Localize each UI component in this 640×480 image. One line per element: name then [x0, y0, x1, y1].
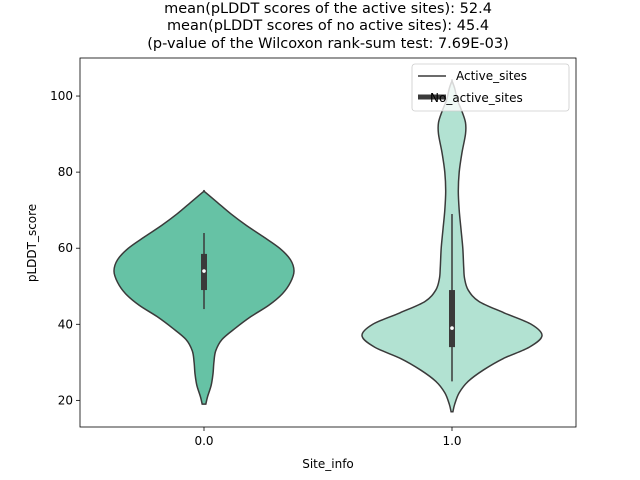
- y-axis: 20 40 60 80 100: [50, 89, 80, 407]
- y-axis-label: pLDDT_score: [25, 204, 39, 282]
- chart-title-line-2: mean(pLDDT scores of no active sites): 4…: [167, 18, 489, 34]
- legend-label-active-sites: Active_sites: [456, 69, 527, 83]
- legend: Active_sites No_active_sites: [411, 63, 570, 112]
- plot-frame: [79, 57, 577, 428]
- y-tick-label: 80: [58, 165, 73, 179]
- y-tick-label: 20: [58, 393, 73, 407]
- inner-boxes-group: [201, 213, 455, 382]
- y-tick-label: 100: [50, 89, 73, 103]
- x-axis-label: Site_info: [302, 457, 354, 471]
- median-point-0.0: [202, 269, 206, 273]
- iqr-box-1.0: [449, 290, 455, 348]
- chart-title-line-1: mean(pLDDT scores of the active sites): …: [164, 1, 492, 17]
- y-tick-label: 40: [58, 317, 73, 331]
- x-axis: 0.0 1.0: [194, 427, 462, 448]
- chart-title-line-3: (p-value of the Wilcoxon rank-sum test: …: [147, 36, 508, 52]
- legend-box: [411, 63, 570, 112]
- median-point-1.0: [450, 326, 454, 330]
- y-tick-label: 60: [58, 241, 73, 255]
- x-tick-label: 1.0: [442, 434, 461, 448]
- x-tick-label: 0.0: [194, 434, 213, 448]
- legend-label-no-active-sites: No_active_sites: [430, 91, 523, 105]
